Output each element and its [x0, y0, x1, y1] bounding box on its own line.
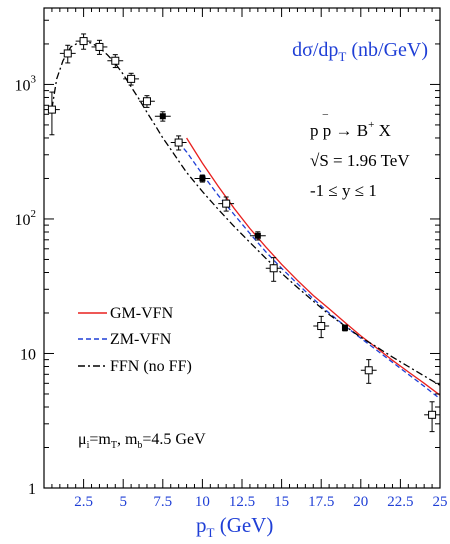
data-point	[199, 175, 206, 182]
param-mid-sub: T	[111, 440, 117, 451]
x-tick-label: 2.5	[74, 494, 93, 510]
y-tick-label: 102	[15, 208, 37, 229]
annotation-pbar: ‾	[322, 113, 329, 129]
data-point	[428, 410, 437, 419]
x-axis-label-sub: T	[207, 525, 215, 540]
axis-ticks: 2.5 5 7.5 10 12.5 15 17.5 20 22.5 25 1 10 102 103	[15, 8, 448, 510]
data-point	[47, 105, 56, 114]
annotation-process-sup: +	[368, 119, 374, 131]
data-point	[269, 264, 278, 273]
y-tick-label: 10	[20, 346, 36, 363]
series-line	[178, 142, 441, 400]
x-tick-label: 15	[274, 494, 289, 510]
annotation-rapidity: -1 ≤ y ≤ 1	[310, 181, 377, 200]
series-line	[51, 40, 441, 386]
x-axis-label: pT (GeV)	[196, 513, 273, 540]
x-tick-label: 12.5	[229, 494, 255, 510]
annotation-process-arrow: → B	[331, 121, 368, 140]
chart-title-unit: (nb/GeV)	[346, 39, 428, 61]
param-mid: =m	[89, 431, 111, 448]
data-point	[111, 56, 120, 65]
data-point	[341, 324, 348, 331]
x-tick-label: 7.5	[153, 494, 172, 510]
data-point	[364, 366, 373, 375]
data-point	[222, 199, 231, 208]
data-point	[127, 74, 136, 83]
data-point	[79, 37, 88, 46]
data-point	[254, 232, 261, 239]
param-end: , m	[117, 431, 138, 448]
legend-label: ZM-VFN	[110, 331, 172, 348]
annotation-process-end: X	[374, 121, 391, 140]
x-tick-label: 10	[195, 494, 210, 510]
annotation-energy: √S = 1.96 TeV	[310, 151, 410, 170]
param-end-sub: b	[137, 440, 142, 451]
data-point	[95, 42, 104, 51]
annotation-energy-root: √	[310, 151, 320, 170]
x-tick-label: 17.5	[308, 494, 334, 510]
annotation-energy-value: S = 1.96 TeV	[319, 151, 410, 170]
y-tick-label: 1	[28, 481, 36, 498]
data-point	[159, 113, 166, 120]
x-tick-label: 5	[119, 494, 127, 510]
data-point	[174, 138, 183, 147]
annotation-process: p p → B+ X	[310, 119, 391, 140]
x-axis-label-unit: (GeV)	[214, 513, 273, 537]
data-point	[63, 49, 72, 58]
chart-title: dσ/dpT (nb/GeV)	[292, 39, 428, 64]
data-point	[317, 322, 326, 331]
y-tick-label: 103	[15, 73, 37, 94]
data-point	[142, 97, 151, 106]
param-mu-sub: i	[87, 440, 90, 451]
x-tick-label: 25	[433, 494, 448, 510]
legend-label: GM-VFN	[110, 305, 174, 322]
legend: GM-VFN ZM-VFN FFN (no FF)	[78, 305, 192, 375]
chart-title-sub: T	[338, 49, 346, 64]
legend-label: FFN (no FF)	[110, 358, 192, 375]
data-points	[44, 33, 440, 433]
x-tick-label: 20	[353, 494, 368, 510]
param-value: =4.5 GeV	[142, 431, 206, 448]
x-tick-label: 22.5	[387, 494, 413, 510]
annotation-parameters: μi=mT, mb=4.5 GeV	[78, 431, 206, 451]
